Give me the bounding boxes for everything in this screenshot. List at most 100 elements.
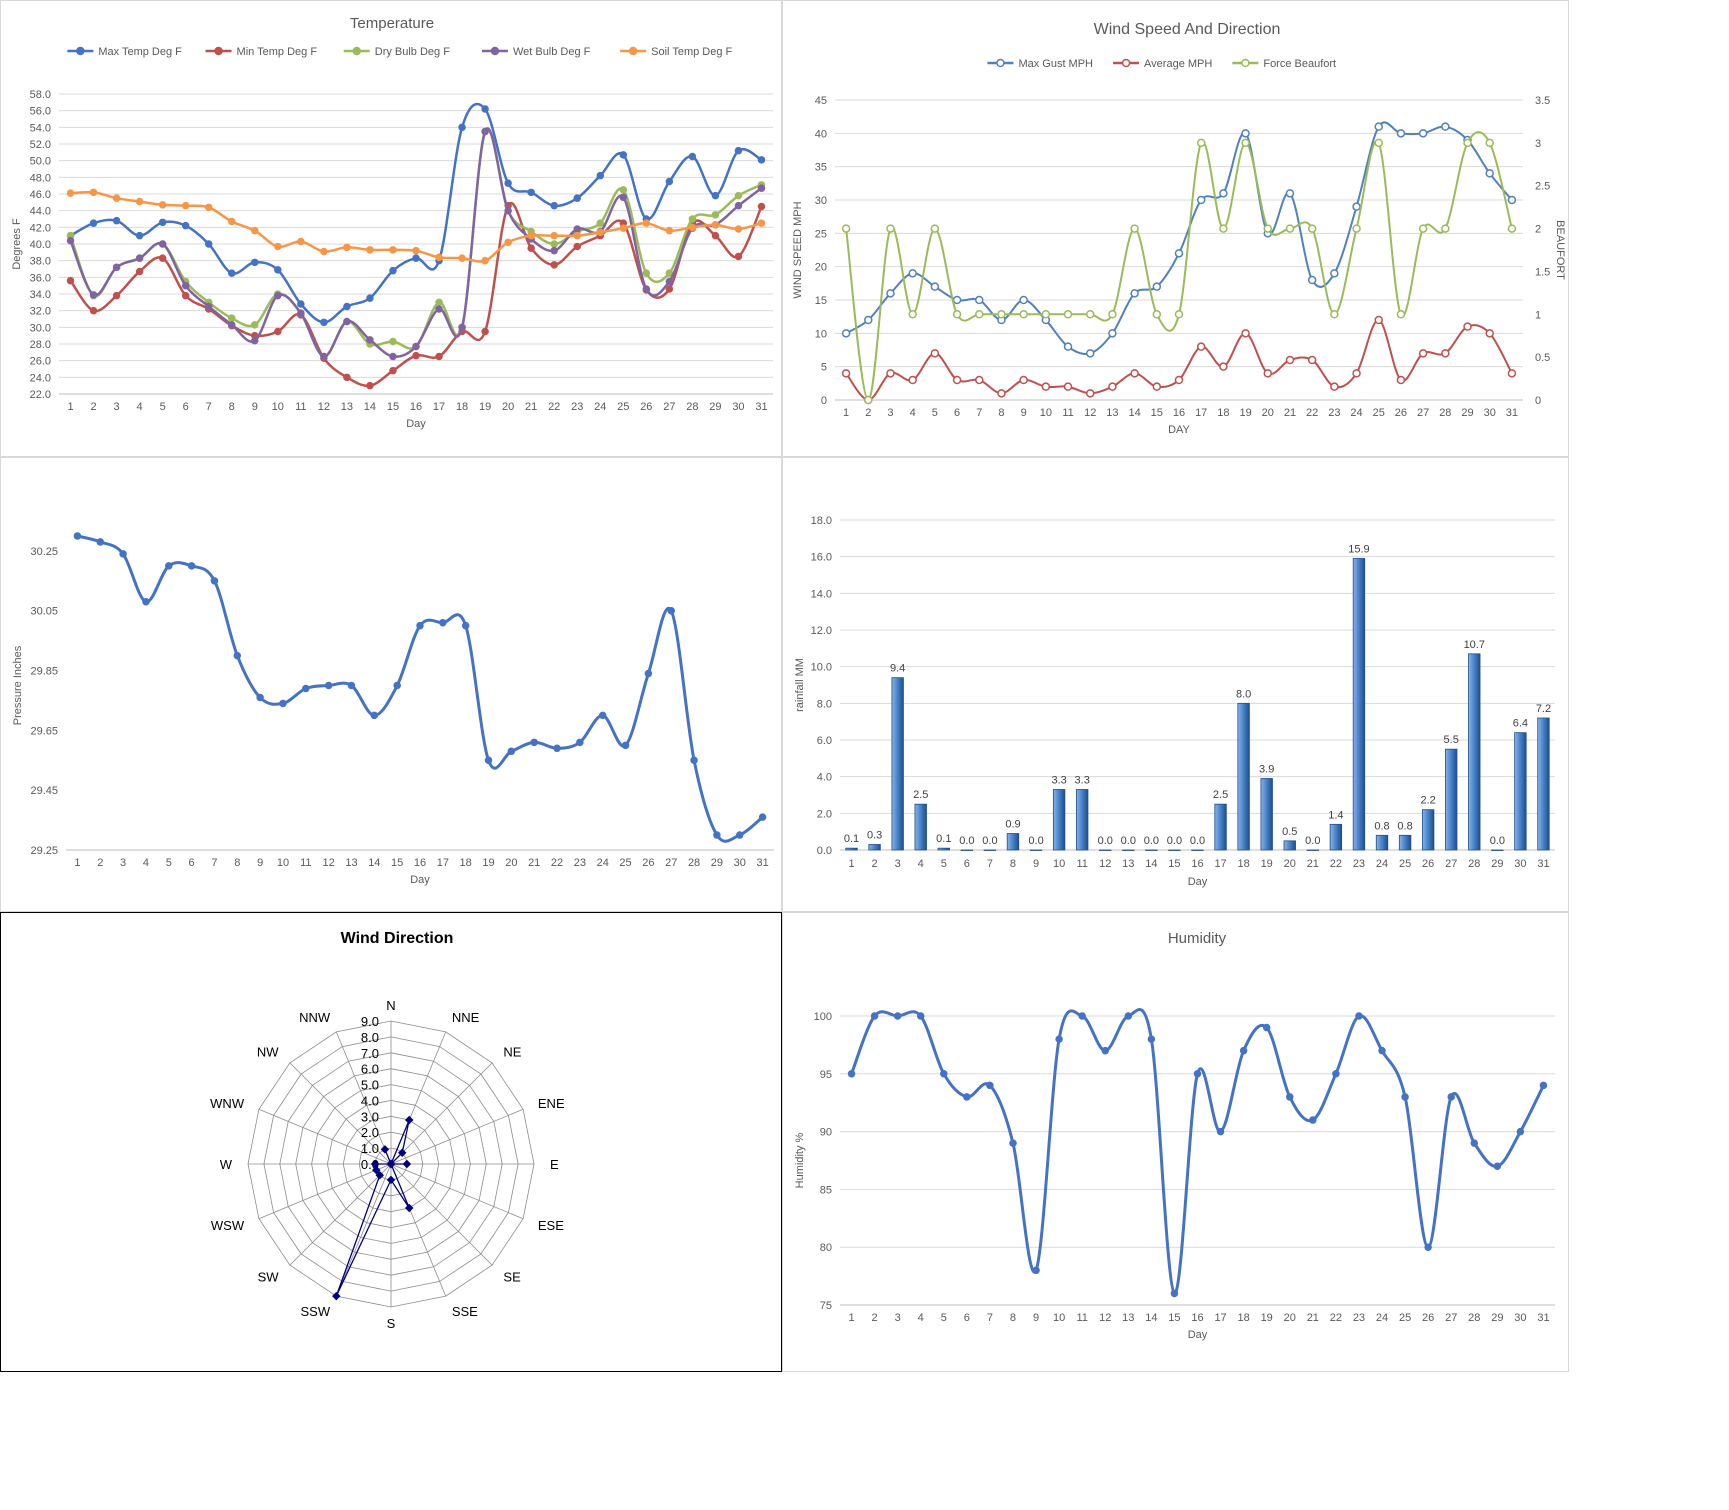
data-label: 0.8 [1397, 820, 1412, 832]
x-tick-label: 25 [619, 857, 631, 869]
y-tick-label: 50.0 [30, 156, 51, 168]
data-label: 0.9 [1005, 819, 1020, 831]
data-point [366, 381, 374, 390]
y2-tick-label: 3 [1535, 138, 1541, 150]
data-point [1396, 310, 1406, 319]
x-tick-label: 12 [1084, 407, 1096, 419]
y2-tick-label: 3.5 [1535, 95, 1550, 107]
x-tick-label: 19 [1261, 858, 1273, 870]
data-point [135, 267, 144, 276]
data-point [389, 366, 397, 375]
data-label: 6.4 [1513, 718, 1528, 730]
direction-label: N [386, 998, 395, 1013]
y-tick-label: 29.45 [30, 785, 58, 797]
data-point [1041, 310, 1051, 319]
data-point [1332, 1070, 1340, 1078]
wind-speed-chart-panel: Wind Speed And Direction 0 5 10 15 20 25 30 35 40… [782, 0, 1569, 457]
data-label: 2.5 [913, 789, 928, 801]
data-point [484, 756, 493, 765]
data-point [481, 327, 489, 336]
legend-marker [628, 46, 638, 56]
y-tick-label: 25 [815, 228, 827, 240]
radial-tick-label: 3.0 [361, 1109, 379, 1124]
x-tick-label: 20 [502, 401, 514, 413]
data-point [986, 1081, 994, 1090]
x-tick-label: 11 [295, 401, 306, 413]
legend-label: Soil Temp Deg F [651, 46, 732, 58]
data-point [864, 315, 873, 325]
radar-spoke [390, 1062, 493, 1165]
x-tick-label: 19 [1261, 1312, 1273, 1324]
bar [1468, 653, 1481, 851]
x-tick-label: 12 [1099, 1312, 1111, 1324]
data-point [279, 699, 287, 708]
y-tick-label: 45 [815, 95, 827, 107]
x-tick-label: 27 [663, 401, 675, 413]
data-point [324, 681, 333, 690]
x-tick-label: 7 [987, 858, 993, 870]
data-point [864, 395, 873, 405]
x-tick-label: 3 [120, 857, 126, 869]
data-label: 3.3 [1075, 775, 1090, 787]
y-tick-label: 10 [815, 328, 827, 340]
series-line [845, 131, 1513, 402]
x-tick-label: 26 [1395, 407, 1407, 419]
data-point [1239, 1046, 1248, 1055]
y-tick-label: 90 [820, 1127, 832, 1139]
y-tick-label: 29.65 [30, 725, 58, 737]
data-point [1241, 329, 1250, 338]
legend-marker [1241, 58, 1250, 68]
radial-tick-label: 9.0 [361, 1014, 379, 1029]
bar [1306, 849, 1319, 851]
radial-tick-label: 2.0 [361, 1125, 379, 1140]
data-point [504, 206, 512, 215]
y2-tick-label: 0 [1535, 395, 1541, 407]
data-label: 0.1 [936, 833, 951, 845]
data-point [1286, 1093, 1294, 1101]
bar [891, 677, 904, 851]
data-point [596, 219, 605, 227]
series-line [845, 121, 1513, 356]
data-point [89, 219, 98, 227]
x-axis-title: Day [1188, 1329, 1208, 1341]
y-tick-label: 15 [815, 295, 827, 307]
x-tick-label: 18 [1238, 858, 1250, 870]
data-point [1174, 310, 1184, 319]
data-point [688, 152, 697, 161]
x-tick-label: 11 [1076, 858, 1087, 870]
x-tick-label: 25 [1373, 407, 1385, 419]
data-point [1032, 1266, 1040, 1275]
x-tick-label: 8 [234, 857, 240, 869]
x-tick-label: 7 [211, 857, 217, 869]
data-point [757, 184, 766, 192]
data-point [158, 240, 167, 248]
data-point [847, 1070, 856, 1078]
x-tick-label: 16 [1173, 407, 1185, 419]
x-tick-label: 21 [1284, 407, 1296, 419]
x-tick-label: 21 [1307, 1312, 1319, 1324]
x-tick-label: 21 [525, 401, 537, 413]
x-tick-label: 8 [229, 401, 235, 413]
data-point [181, 291, 190, 300]
bar [914, 803, 927, 851]
data-point [573, 242, 581, 251]
x-tick-label: 2 [872, 1312, 878, 1324]
y-axis-title: WIND SPEED MPH [792, 201, 804, 298]
x-tick-label: 5 [941, 858, 947, 870]
bar [1491, 849, 1504, 851]
data-point [734, 201, 743, 210]
data-point [1441, 349, 1450, 358]
x-tick-label: 29 [1491, 858, 1503, 870]
data-point [135, 197, 144, 206]
data-point [1418, 349, 1428, 358]
data-point [1352, 224, 1361, 233]
data-point [135, 231, 144, 240]
y-tick-label: 2.0 [817, 808, 832, 820]
data-point [908, 375, 917, 385]
data-point [886, 369, 895, 378]
x-tick-label: 31 [756, 857, 768, 869]
direction-label: NNW [299, 1010, 331, 1025]
data-point [690, 756, 698, 765]
x-axis-title: Day [410, 874, 430, 886]
data-point [665, 277, 674, 286]
